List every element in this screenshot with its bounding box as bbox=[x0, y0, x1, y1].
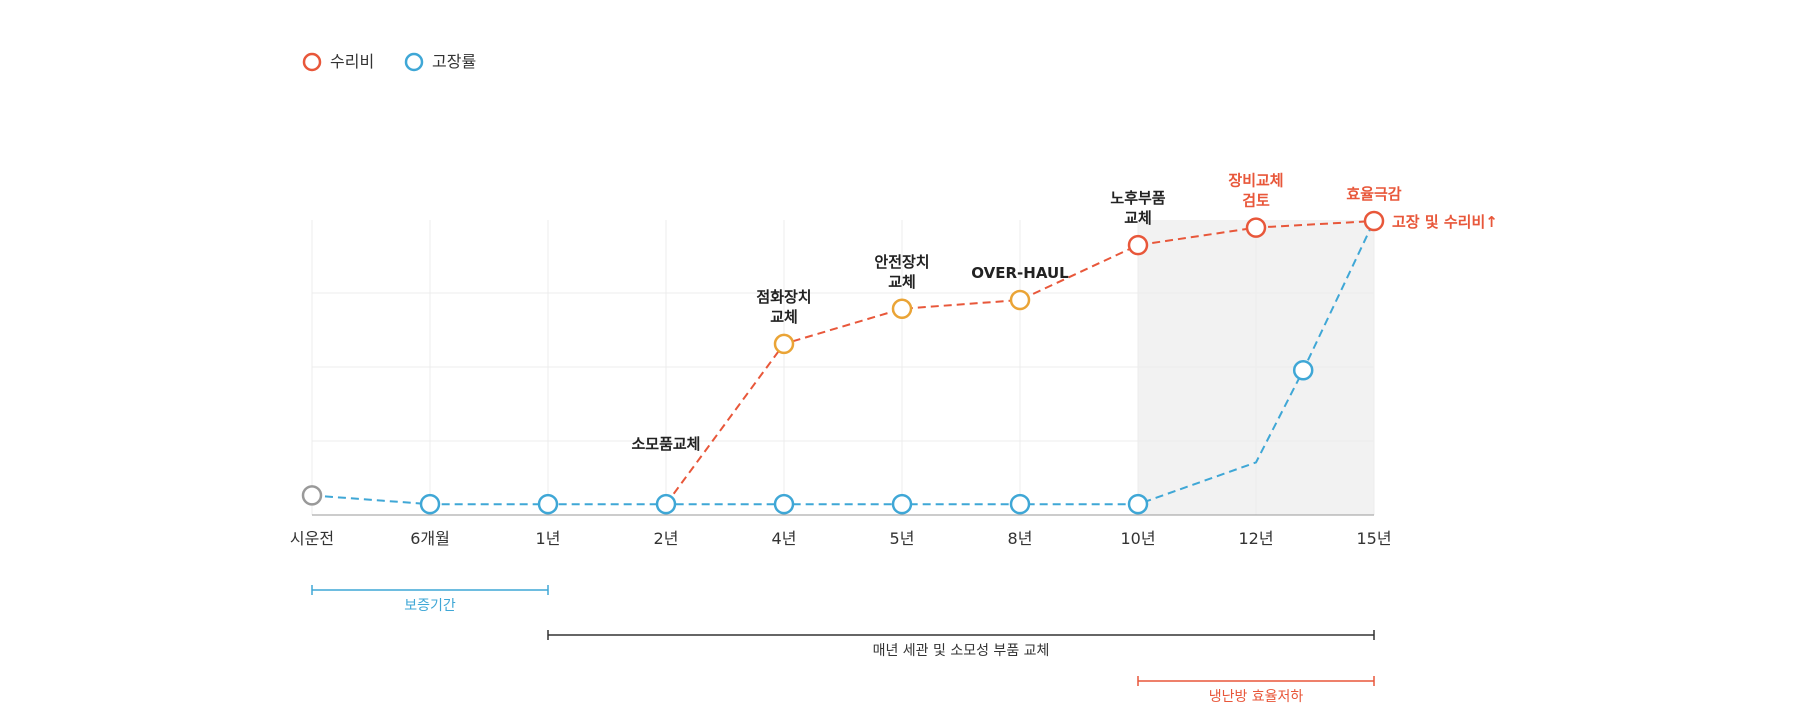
annotation-label: 장비교체 bbox=[1228, 172, 1283, 190]
data-point-marker bbox=[1127, 234, 1149, 256]
data-point-marker bbox=[773, 493, 795, 515]
data-point-marker bbox=[891, 298, 913, 320]
data-point-marker bbox=[773, 333, 795, 355]
end-label: 고장 및 수리비↑ bbox=[1392, 213, 1498, 231]
data-point-marker bbox=[1245, 217, 1267, 238]
series-markers bbox=[301, 210, 1385, 515]
x-tick-label: 시운전 bbox=[290, 529, 334, 548]
data-point-marker bbox=[537, 493, 559, 515]
annotation-label: 효율극감 bbox=[1346, 185, 1401, 203]
data-point-marker bbox=[1009, 289, 1031, 311]
x-tick-labels: 시운전 6개월 1년 2년 4년 5년 8년 10년 12년 15년 bbox=[290, 529, 1392, 548]
x-tick-label: 5년 bbox=[890, 529, 915, 548]
range-label: 매년 세관 및 소모성 부품 교체 bbox=[873, 643, 1050, 659]
range-label: 냉난방 효율저하 bbox=[1209, 689, 1304, 705]
annotation-label: 교체 bbox=[1124, 209, 1152, 227]
data-point-marker bbox=[301, 485, 323, 506]
x-tick-label: 4년 bbox=[772, 529, 797, 548]
x-tick-label: 12년 bbox=[1238, 529, 1273, 548]
x-tick-label: 1년 bbox=[536, 529, 561, 548]
legend-label: 수리비 bbox=[330, 52, 374, 71]
x-tick-label: 10년 bbox=[1120, 529, 1155, 548]
annotation-label: 소모품교체 bbox=[631, 435, 700, 453]
annotation-label: 교체 bbox=[888, 273, 916, 291]
annotation-label: 안전장치 bbox=[874, 253, 929, 271]
legend-marker bbox=[302, 52, 322, 72]
legend: 수리비 고장률 bbox=[302, 52, 476, 72]
data-point-marker bbox=[1292, 360, 1314, 381]
annotation-label: 점화장치 bbox=[756, 288, 811, 306]
x-tick-label: 6개월 bbox=[410, 529, 450, 548]
annotation-label: 교체 bbox=[770, 308, 798, 326]
data-point-marker bbox=[891, 493, 913, 515]
x-tick-label: 2년 bbox=[654, 529, 679, 548]
x-tick-label: 8년 bbox=[1008, 529, 1033, 548]
annotation-label: 검토 bbox=[1242, 192, 1270, 210]
annotation-label: OVER-HAUL bbox=[971, 264, 1069, 282]
grid bbox=[311, 220, 1375, 515]
x-tick-label: 15년 bbox=[1356, 529, 1391, 548]
data-point-marker bbox=[1127, 493, 1149, 515]
legend-label: 고장률 bbox=[432, 52, 476, 71]
data-point-marker bbox=[1363, 210, 1385, 232]
data-point-marker bbox=[1009, 493, 1031, 515]
data-point-marker bbox=[419, 493, 441, 515]
data-point-marker bbox=[655, 493, 677, 515]
annotation-label: 노후부품 bbox=[1110, 189, 1165, 207]
range-label: 보증기간 bbox=[404, 598, 456, 614]
legend-marker bbox=[404, 52, 424, 72]
